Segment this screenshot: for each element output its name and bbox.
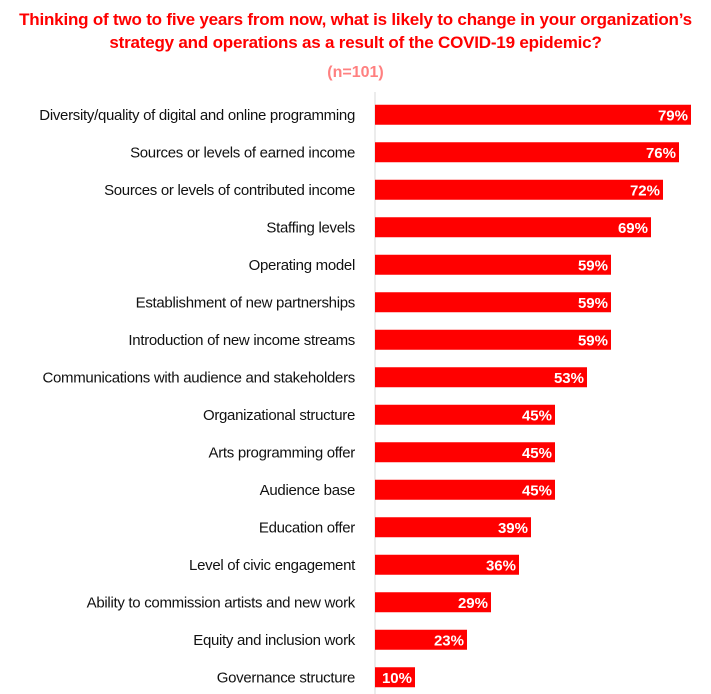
value-label: 72%	[630, 182, 660, 199]
bar	[375, 292, 611, 313]
bar	[375, 367, 587, 388]
bar	[375, 667, 415, 688]
category-label: Communications with audience and stakeho…	[42, 369, 355, 386]
bar	[375, 179, 663, 200]
value-label: 59%	[578, 257, 608, 274]
bar	[375, 104, 691, 125]
bar	[375, 404, 555, 425]
value-label: 59%	[578, 295, 608, 312]
category-label: Ability to commission artists and new wo…	[87, 594, 356, 611]
category-label: Arts programming offer	[208, 444, 355, 461]
category-label: Diversity/quality of digital and online …	[39, 107, 355, 124]
bar	[375, 479, 555, 500]
category-label: Introduction of new income streams	[128, 332, 355, 349]
value-label: 45%	[522, 407, 552, 424]
chart-title: Thinking of two to five years from now, …	[19, 10, 692, 52]
category-label: Organizational structure	[203, 407, 355, 424]
value-label: 23%	[434, 632, 464, 649]
bar	[375, 142, 679, 163]
bar	[375, 629, 467, 650]
value-label: 45%	[522, 482, 552, 499]
bar	[375, 442, 555, 463]
value-label: 53%	[554, 370, 584, 387]
bar	[375, 254, 611, 275]
value-label: 39%	[498, 520, 528, 537]
value-label: 69%	[618, 220, 648, 237]
category-label: Governance structure	[217, 669, 355, 686]
value-label: 29%	[458, 595, 488, 612]
value-label: 59%	[578, 332, 608, 349]
category-label: Establishment of new partnerships	[136, 294, 355, 311]
bar	[375, 217, 651, 238]
bar	[375, 554, 519, 575]
value-label: 10%	[382, 670, 412, 687]
category-label: Audience base	[260, 482, 355, 499]
bar	[375, 517, 531, 538]
bar	[375, 329, 611, 350]
category-label: Sources or levels of earned income	[130, 144, 355, 161]
category-label: Sources or levels of contributed income	[104, 182, 355, 199]
chart-subtitle: (n=101)	[327, 64, 384, 81]
category-label: Staffing levels	[266, 219, 355, 236]
value-label: 79%	[658, 107, 688, 124]
category-label: Equity and inclusion work	[193, 632, 356, 649]
value-label: 76%	[646, 145, 676, 162]
category-label: Education offer	[259, 519, 355, 536]
category-label: Level of civic engagement	[189, 557, 356, 574]
bar	[375, 592, 491, 613]
value-label: 45%	[522, 445, 552, 462]
value-label: 36%	[486, 557, 516, 574]
category-label: Operating model	[249, 257, 355, 274]
